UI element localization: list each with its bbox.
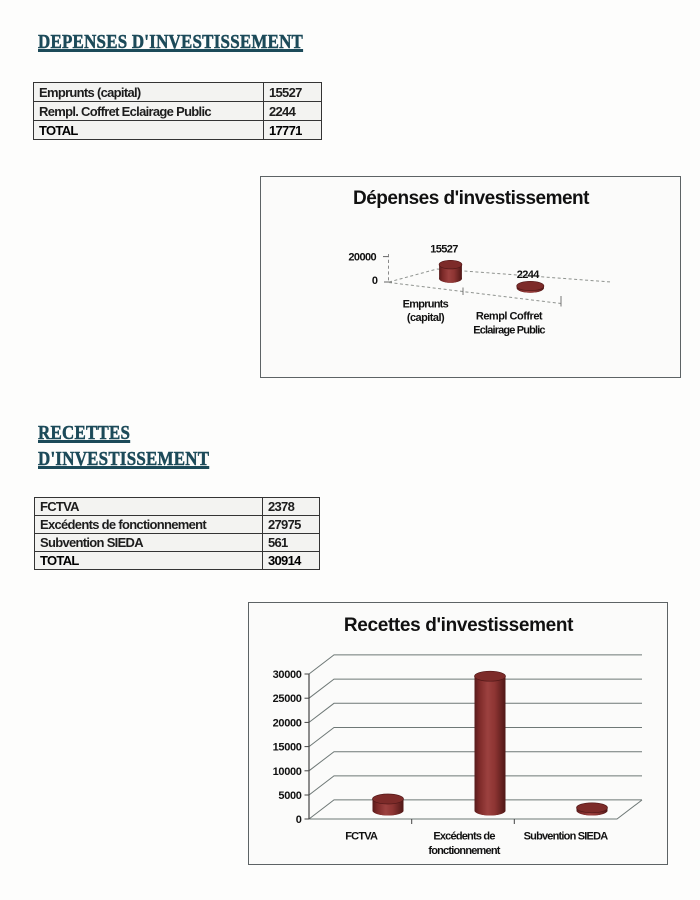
svg-text:fonctionnement: fonctionnement <box>428 845 500 857</box>
svg-text:10000: 10000 <box>273 766 302 778</box>
svg-text:15527: 15527 <box>430 243 458 255</box>
svg-text:30000: 30000 <box>273 669 302 681</box>
svg-text:Subvention SIEDA: Subvention SIEDA <box>524 830 609 842</box>
svg-text:Emprunts: Emprunts <box>403 298 449 310</box>
svg-text:0: 0 <box>372 275 378 287</box>
svg-text:2244: 2244 <box>517 269 541 281</box>
svg-text:15000: 15000 <box>273 742 302 754</box>
svg-text:Dépenses d'investissement: Dépenses d'investissement <box>353 188 590 209</box>
svg-text:20000: 20000 <box>273 717 302 729</box>
svg-text:0: 0 <box>296 814 302 826</box>
svg-text:20000: 20000 <box>348 252 376 264</box>
svg-text:Excédents de: Excédents de <box>433 830 495 842</box>
svg-text:25000: 25000 <box>273 693 302 705</box>
svg-text:Rempl Coffret: Rempl Coffret <box>476 311 543 323</box>
svg-text:Recettes d'investissement: Recettes d'investissement <box>344 615 574 636</box>
svg-text:(capital): (capital) <box>407 312 445 324</box>
svg-text:FCTVA: FCTVA <box>345 830 378 842</box>
svg-text:5000: 5000 <box>278 790 301 802</box>
svg-text:Eclairage Public: Eclairage Public <box>473 324 545 336</box>
